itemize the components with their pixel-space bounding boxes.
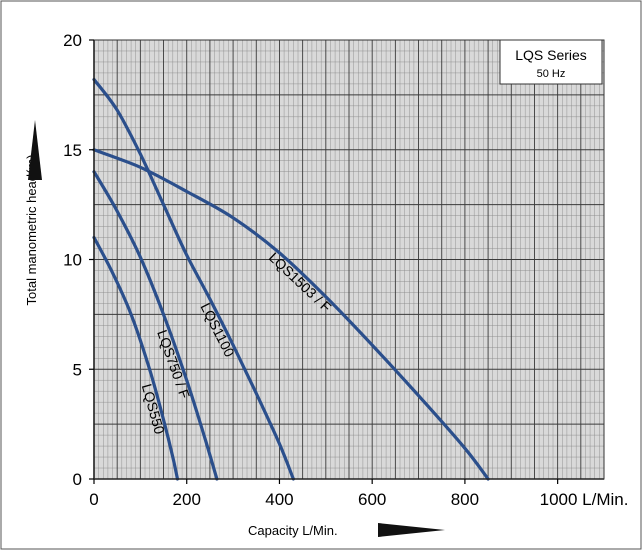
x-tick-label: 400 xyxy=(265,490,293,509)
y-tick-label: 15 xyxy=(63,141,82,160)
legend-box-subtitle: 50 Hz xyxy=(537,68,566,80)
legend-box-frame xyxy=(499,39,603,85)
curve-lqs550 xyxy=(92,235,180,481)
y-tick-label: 10 xyxy=(63,251,82,270)
y-axis-title: Total manometric head(m) xyxy=(24,155,39,306)
y-tick-label: 0 xyxy=(73,470,82,489)
y-tick-label: 5 xyxy=(73,360,82,379)
y-axis-arrow xyxy=(28,120,42,180)
curve-lqs750-f xyxy=(92,170,219,481)
x-axis-title: Capacity L/Min. xyxy=(248,523,338,538)
x-axis-arrow xyxy=(378,523,445,537)
curve-lqs1503-f xyxy=(92,148,490,481)
x-tick-label: 1000 L/Min. xyxy=(540,490,629,509)
y-tick-label: 20 xyxy=(63,31,82,50)
x-tick-label: 800 xyxy=(451,490,479,509)
x-tick-label: 600 xyxy=(358,490,386,509)
x-tick-label: 0 xyxy=(89,490,98,509)
curve-lqs1100 xyxy=(92,77,295,481)
legend-box-title: LQS Series xyxy=(515,47,587,63)
x-tick-label: 200 xyxy=(173,490,201,509)
